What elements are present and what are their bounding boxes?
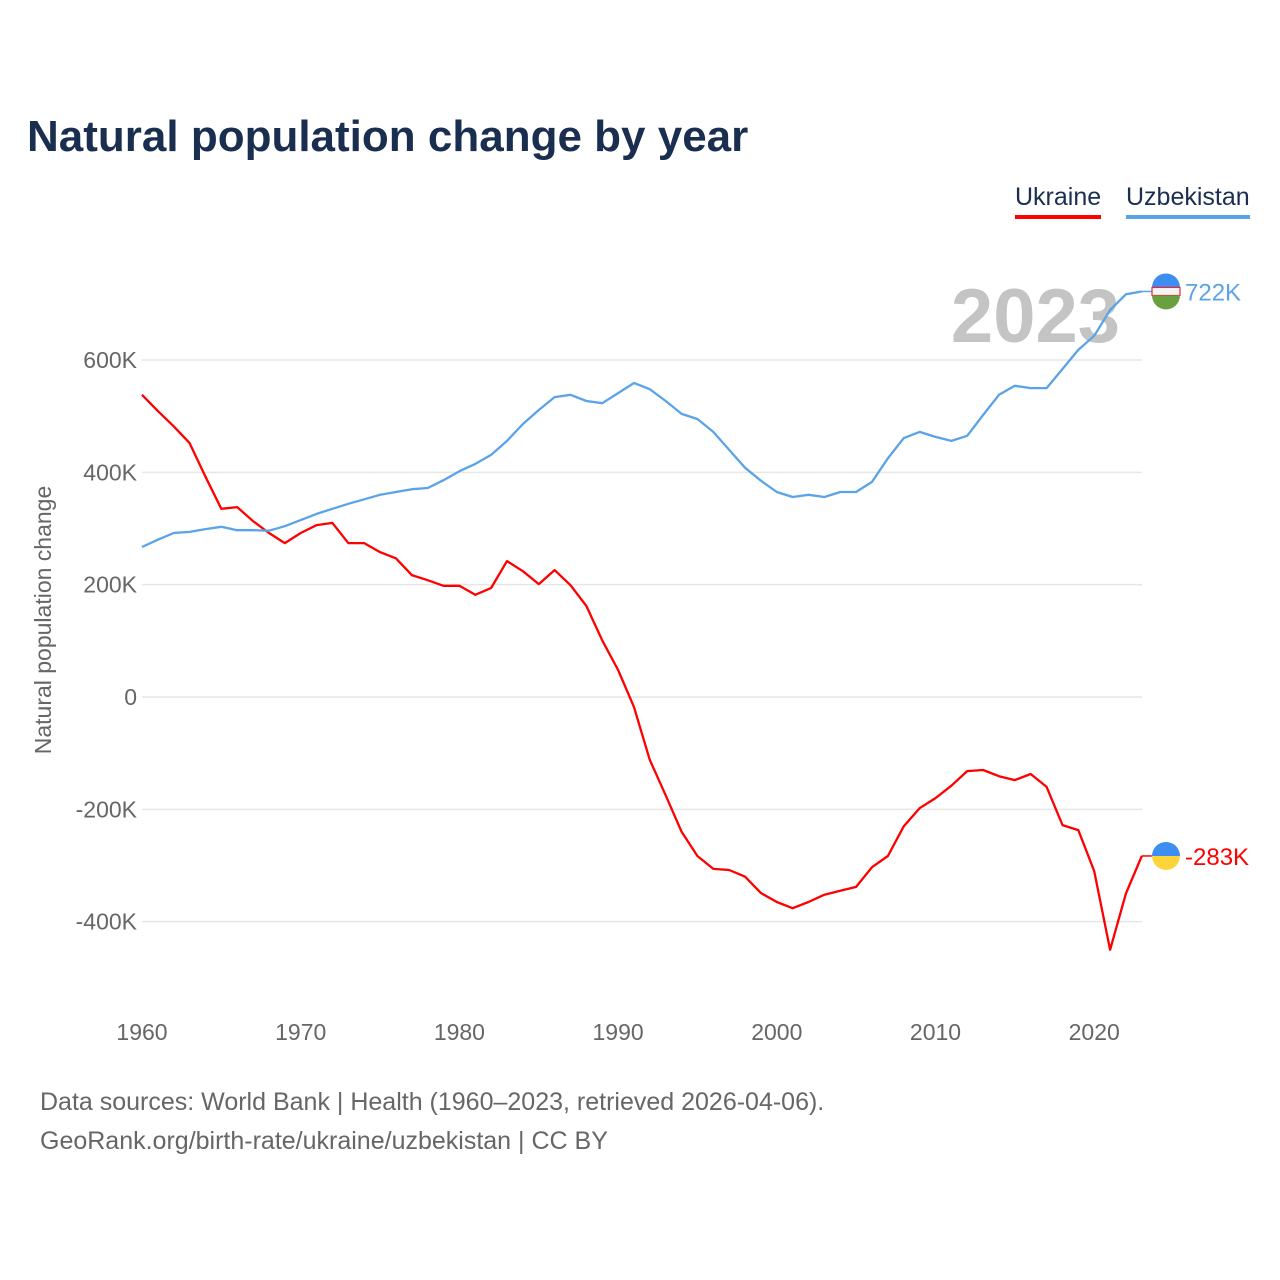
end-value-label: 722K	[1185, 279, 1241, 306]
uzbekistan-flag-icon	[1152, 273, 1181, 288]
x-tick-label: 1960	[116, 1019, 167, 1045]
x-tick-label: 1980	[434, 1019, 485, 1045]
legend-uzbekistan[interactable]: Uzbekistan	[1126, 183, 1250, 219]
y-tick-label: 0	[124, 684, 137, 710]
y-tick-label: 600K	[83, 347, 137, 373]
chart-title: Natural population change by year	[27, 112, 749, 161]
y-tick-label: -400K	[76, 909, 138, 935]
y-tick-label: 400K	[83, 459, 137, 485]
series-line-ukraine	[141, 393, 1143, 951]
legend-ukraine[interactable]: Ukraine	[1015, 183, 1102, 219]
y-axis-label: Natural population change	[30, 486, 56, 755]
end-value-label: -283K	[1185, 844, 1249, 871]
footer-link[interactable]: GeoRank.org/birth-rate/ukraine/uzbekista…	[40, 1127, 608, 1155]
y-tick-label: -200K	[76, 796, 138, 822]
x-tick-label: 2010	[910, 1019, 961, 1045]
ukraine-flag-icon	[1152, 841, 1181, 856]
footer-sources: Data sources: World Bank | Health (1960–…	[40, 1088, 825, 1116]
x-tick-label: 2000	[751, 1019, 802, 1045]
ukraine-flag-icon	[1152, 855, 1181, 870]
x-tick-label: 1990	[593, 1019, 644, 1045]
series-line-uzbekistan	[141, 290, 1142, 549]
x-tick-label: 2020	[1069, 1019, 1120, 1045]
uzbekistan-flag-icon	[1151, 286, 1181, 297]
y-tick-label: 200K	[83, 572, 137, 598]
year-watermark: 2023	[951, 274, 1120, 359]
x-tick-label: 1970	[275, 1019, 326, 1045]
uzbekistan-flag-icon	[1152, 295, 1181, 310]
